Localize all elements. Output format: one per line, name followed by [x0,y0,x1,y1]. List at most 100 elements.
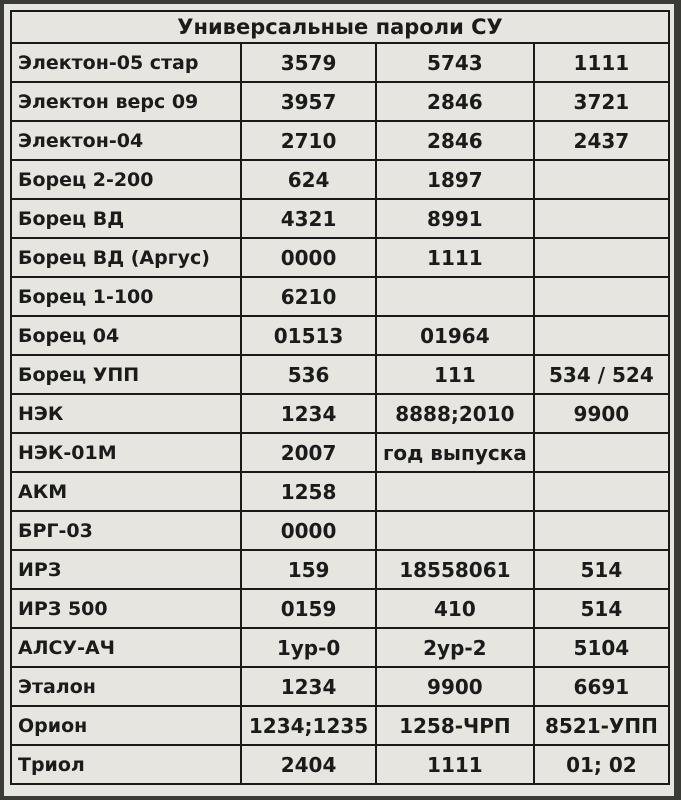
table-row: Орион 1234;1235 1258-ЧРП 8521-УПП [9,705,671,746]
device-name: Электон-05 стар [9,42,243,83]
empty-cell [532,159,671,200]
table-row: Борец УПП 536 111 534 / 524 [9,354,671,395]
password: 1234 [240,393,377,434]
password: 1111 [374,744,535,785]
password: 5104 [532,627,671,668]
password: 1111 [374,237,535,278]
device-name: Орион [9,705,243,746]
table-row: Эталон 1234 9900 6691 [9,666,671,707]
device-name: Борец 04 [9,315,243,356]
password: 410 [374,588,535,629]
empty-cell [532,510,671,551]
password: 9900 [374,666,535,707]
password: 2846 [374,81,535,122]
empty-cell [532,432,671,473]
password: 514 [532,549,671,590]
password: 8521-УПП [532,705,671,746]
table-row: Борец 1-100 6210 [9,276,671,317]
table-row: Триол 2404 1111 01; 02 [9,744,671,785]
password: 1234;1235 [240,705,377,746]
table-row: Борец 2-200 624 1897 [9,159,671,200]
password: 111 [374,354,535,395]
table-row: ИРЗ 159 18558061 514 [9,549,671,590]
password: 0000 [240,237,377,278]
empty-cell [532,198,671,239]
device-name: ИРЗ [9,549,243,590]
device-name: АЛСУ-АЧ [9,627,243,668]
password: 536 [240,354,377,395]
password: 8888;2010 [374,393,535,434]
password: 1111 [532,42,671,83]
password: 3579 [240,42,377,83]
table-row: ИРЗ 500 0159 410 514 [9,588,671,629]
password: 4321 [240,198,377,239]
table-row: Электон верс 09 3957 2846 3721 [9,81,671,122]
password: 159 [240,549,377,590]
device-name: НЭК [9,393,243,434]
password: 01964 [374,315,535,356]
device-name: Борец 2-200 [9,159,243,200]
empty-cell [532,237,671,278]
device-name: НЭК-01М [9,432,243,473]
table-row: Электон-04 2710 2846 2437 [9,120,671,161]
password: 2437 [532,120,671,161]
password: 514 [532,588,671,629]
password: 534 / 524 [532,354,671,395]
password: 18558061 [374,549,535,590]
empty-cell [532,276,671,317]
table-row: Борец 04 01513 01964 [9,315,671,356]
password: 2710 [240,120,377,161]
table-row: Борец ВД (Аргус) 0000 1111 [9,237,671,278]
device-name: Борец 1-100 [9,276,243,317]
device-name: Борец ВД [9,198,243,239]
table-row: НЭК 1234 8888;2010 9900 [9,393,671,434]
password: 01513 [240,315,377,356]
password: 1234 [240,666,377,707]
table-row: Электон-05 стар 3579 5743 1111 [9,42,671,83]
paper-sheet: Универсальные пароли СУ Электон-05 стар 3… [4,4,674,796]
password: 2846 [374,120,535,161]
password: 9900 [532,393,671,434]
password: 3721 [532,81,671,122]
device-name: Триол [9,744,243,785]
password: 3957 [240,81,377,122]
password: 01; 02 [532,744,671,785]
password: 1897 [374,159,535,200]
table-row: БРГ-03 0000 [9,510,671,551]
password-table: Универсальные пароли СУ Электон-05 стар 3… [9,10,671,785]
empty-cell [532,471,671,512]
password: 1ур-0 [240,627,377,668]
device-name: БРГ-03 [9,510,243,551]
password: 2ур-2 [374,627,535,668]
device-name: АКМ [9,471,243,512]
device-name: Электон верс 09 [9,81,243,122]
password: 5743 [374,42,535,83]
device-name: ИРЗ 500 [9,588,243,629]
table-row: НЭК-01М 2007 год выпуска [9,432,671,473]
table-row: АКМ 1258 [9,471,671,512]
table-body: Универсальные пароли СУ Электон-05 стар 3… [9,10,671,785]
empty-cell [532,315,671,356]
empty-cell [374,510,535,551]
table-row: Борец ВД 4321 8991 [9,198,671,239]
password: 0159 [240,588,377,629]
device-name: Борец ВД (Аргус) [9,237,243,278]
password: 0000 [240,510,377,551]
device-name: Борец УПП [9,354,243,395]
password: 2404 [240,744,377,785]
table-title: Универсальные пароли СУ [10,10,670,44]
password: 6210 [240,276,377,317]
password: 1258 [240,471,377,512]
empty-cell [374,471,535,512]
device-name: Эталон [9,666,243,707]
password: 2007 [240,432,377,473]
password: 8991 [374,198,535,239]
table-row: АЛСУ-АЧ 1ур-0 2ур-2 5104 [9,627,671,668]
password: 6691 [532,666,671,707]
password: год выпуска [374,432,535,473]
empty-cell [374,276,535,317]
password: 1258-ЧРП [374,705,535,746]
title-row: Универсальные пароли СУ [10,10,670,44]
device-name: Электон-04 [9,120,243,161]
